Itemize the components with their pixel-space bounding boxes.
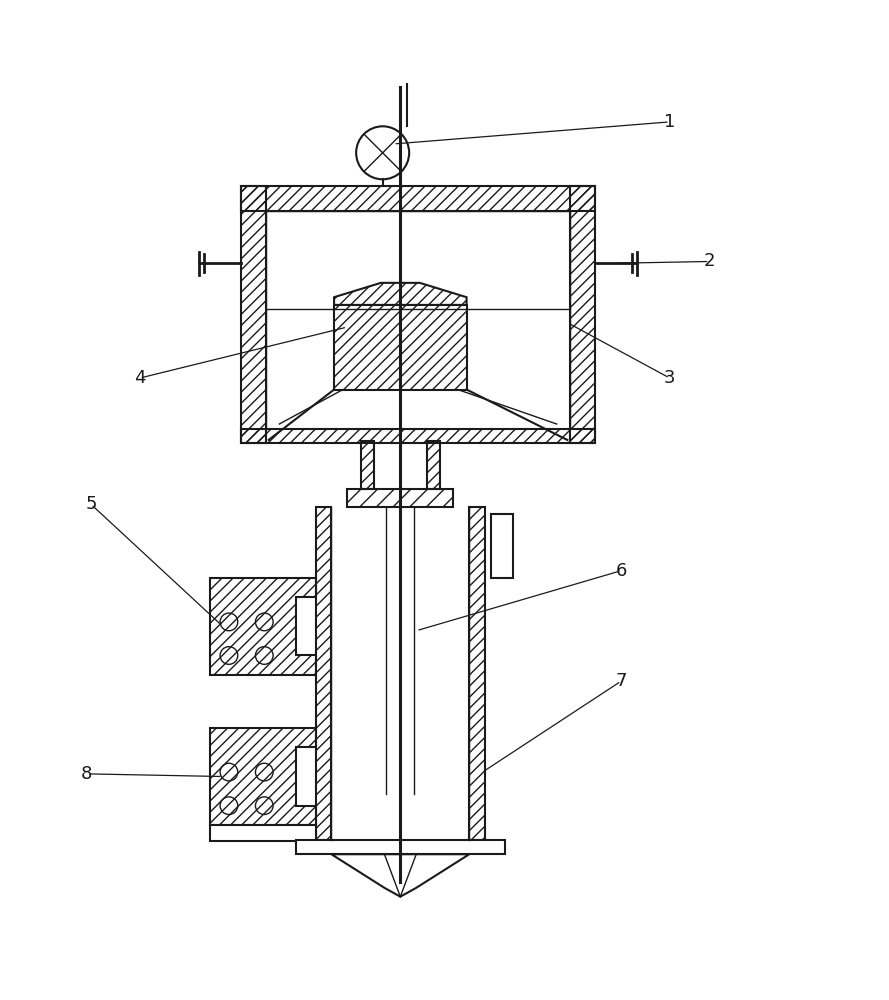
Text: 7: 7 — [615, 672, 627, 690]
Bar — [241, 186, 595, 211]
Text: 2: 2 — [704, 252, 716, 270]
Text: 4: 4 — [134, 369, 146, 387]
Bar — [241, 186, 266, 443]
Bar — [316, 507, 332, 840]
Polygon shape — [332, 854, 469, 897]
Bar — [492, 514, 514, 578]
Bar — [469, 507, 485, 840]
Bar — [348, 489, 453, 507]
Bar — [361, 441, 373, 489]
Bar — [296, 840, 505, 854]
Bar — [570, 186, 595, 443]
Text: 5: 5 — [85, 495, 97, 513]
Text: 1: 1 — [664, 113, 676, 131]
Bar — [334, 305, 467, 390]
Text: 6: 6 — [615, 562, 627, 580]
Bar — [241, 429, 595, 443]
Bar — [210, 825, 316, 841]
Text: 8: 8 — [81, 765, 92, 783]
Bar — [427, 441, 440, 489]
Text: 3: 3 — [664, 369, 676, 387]
